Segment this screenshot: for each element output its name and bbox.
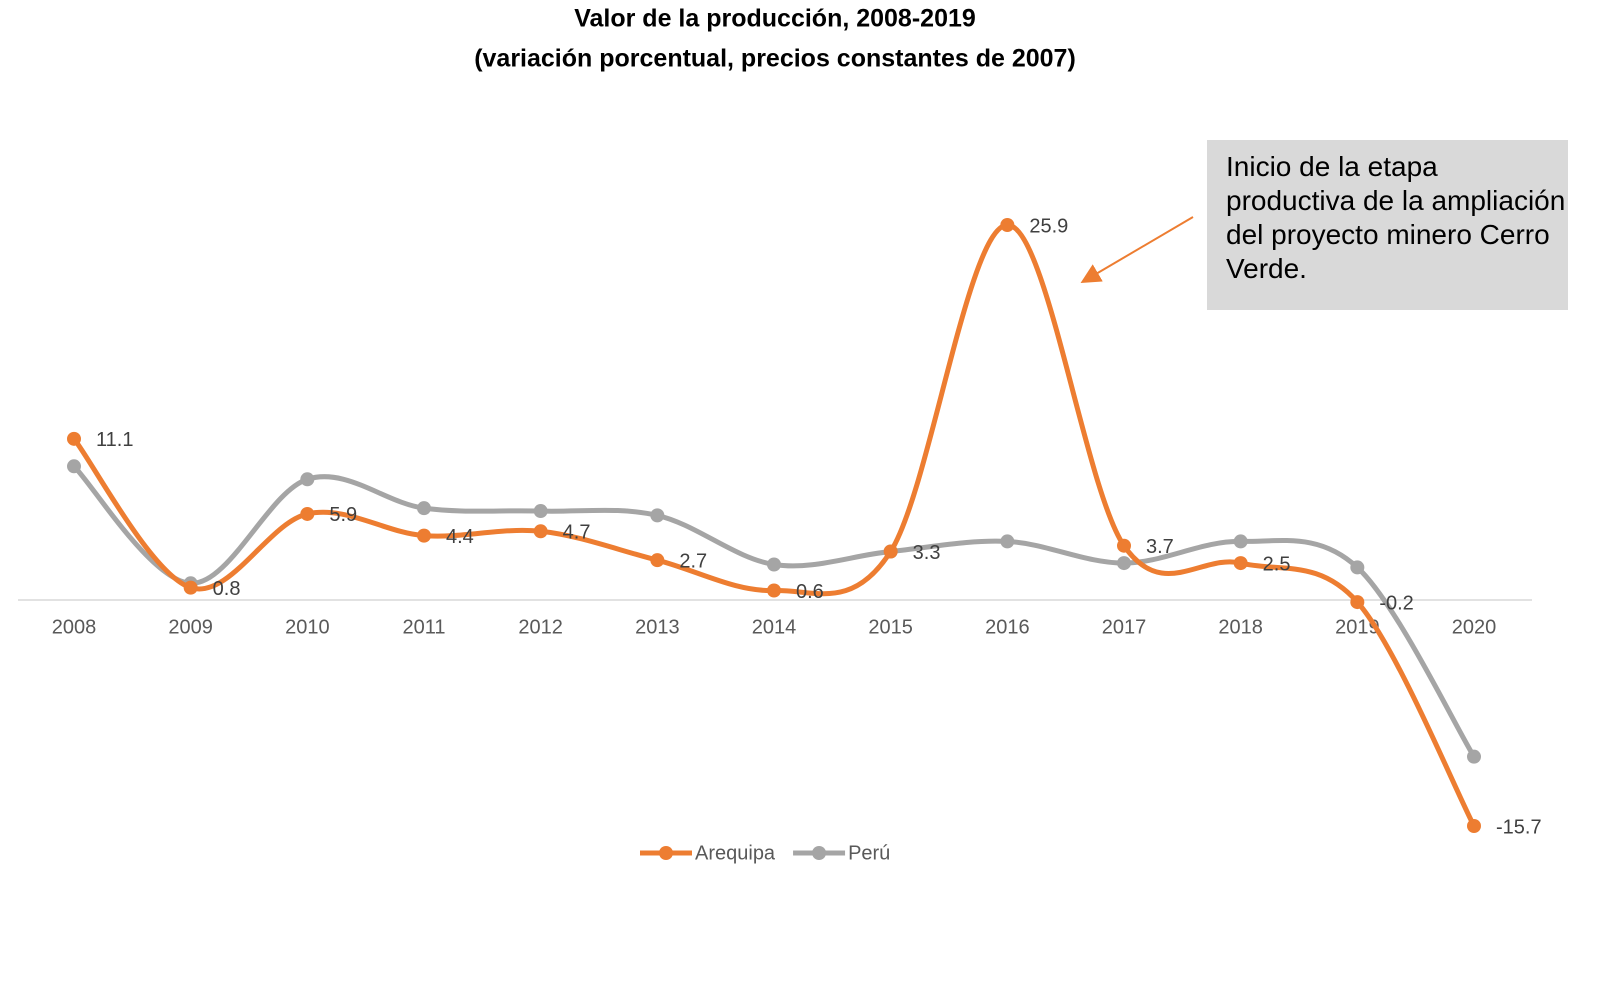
x-tick-label: 2009 [168,616,213,638]
point [1117,538,1131,553]
point [533,504,548,519]
x-tick-label: 2011 [402,616,445,638]
series-line [72,222,1477,828]
data-label: 11.1 [96,429,133,451]
legend-label: Arequipa [695,842,776,864]
x-tick-label: 2013 [635,616,680,638]
annotation: Inicio de la etapa productiva de la ampl… [1207,140,1568,310]
point [1350,595,1365,610]
point [650,553,665,568]
point [1000,218,1015,232]
x-tick-label: 2016 [985,616,1030,638]
point [767,557,781,572]
data-label: 0.6 [796,581,824,603]
series-line [72,464,1477,758]
point [300,472,315,487]
data-label: 2.5 [1263,553,1291,575]
chart-title: Valor de la producción, 2008-2019 [574,5,976,33]
x-tick-label: 2018 [1218,616,1263,638]
point [417,528,431,543]
point [883,544,898,559]
data-label: 0.8 [213,578,241,600]
point [1000,534,1015,549]
x-tick-label: 2010 [285,616,330,638]
x-tick-label: 2015 [868,616,913,638]
point [67,459,81,474]
data-label: 25.9 [1029,215,1068,237]
point [650,508,665,523]
data-label: 3.7 [1146,536,1174,558]
annotation-arrow [1080,216,1194,284]
legend-marker [812,846,827,860]
legend-label: Perú [848,842,890,864]
point [1233,534,1248,549]
x-tick-label: 2012 [518,616,563,638]
x-tick-label: 2008 [52,616,97,638]
chart-subtitle: (variación porcentual, precios constante… [474,45,1076,73]
data-label: 4.4 [446,526,474,548]
legend-marker [659,846,673,860]
point [767,583,781,598]
x-tick-label: 2017 [1102,616,1147,638]
point [67,431,81,446]
point [1467,749,1481,764]
point [183,580,198,595]
data-label: 4.7 [563,522,591,544]
x-tick-label: 2019 [1335,616,1380,638]
point [417,501,431,516]
x-tick-label: 2020 [1452,616,1497,638]
point [1117,556,1131,571]
x-tick-label: 2014 [752,616,797,638]
point [533,524,548,539]
point [1467,819,1481,833]
data-label: -15.7 [1496,816,1542,838]
data-label: -0.2 [1379,592,1413,614]
point [1350,560,1365,575]
point [300,506,315,521]
data-label: 3.3 [913,542,941,564]
data-label: 2.7 [679,550,707,572]
point [1233,556,1248,571]
data-label: 5.9 [329,504,357,526]
